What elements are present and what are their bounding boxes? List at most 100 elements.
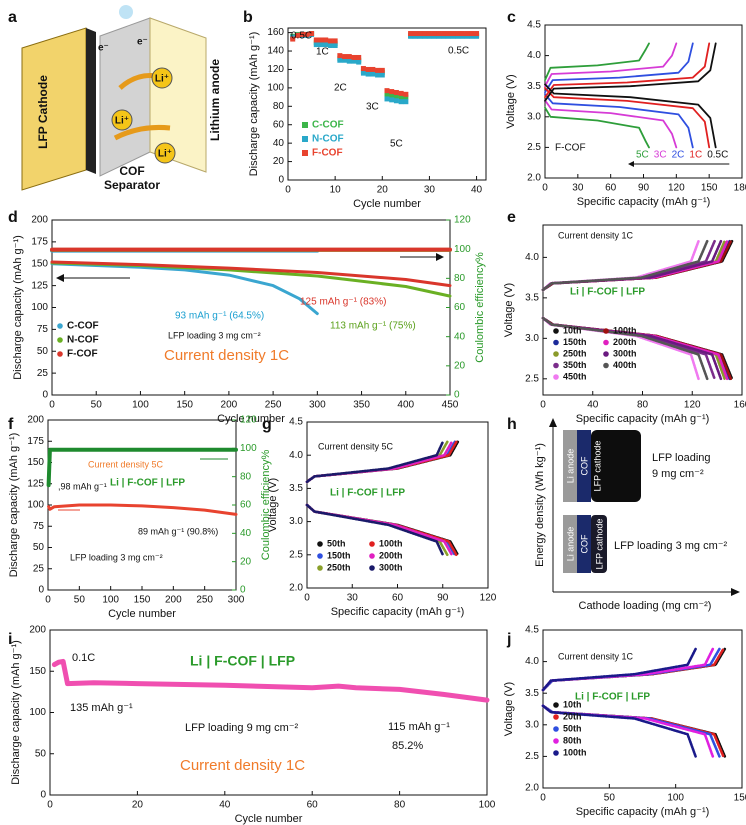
- legend-marker: [369, 553, 375, 559]
- y-tick-label: 200: [29, 625, 46, 636]
- legend-label: C-COF: [312, 120, 344, 131]
- annotation: Current density 5C: [88, 459, 164, 469]
- x-tick-label: 150: [134, 595, 151, 606]
- y-axis-label: Discharge capacity (mAh g⁻¹): [12, 235, 24, 380]
- point: [464, 31, 470, 37]
- point: [304, 31, 310, 37]
- x-tick-label: 0: [540, 400, 546, 411]
- x-tick-label: 150: [734, 793, 746, 804]
- y-tick-label: 4.5: [525, 625, 539, 636]
- y-tick-label: 3.0: [289, 516, 303, 527]
- legend-label: 100th: [563, 747, 587, 757]
- light-bulb: [119, 5, 133, 19]
- x-tick-label: 100: [102, 595, 119, 606]
- point: [408, 33, 414, 39]
- ion-label: Li⁺: [115, 116, 129, 127]
- point: [384, 91, 390, 97]
- point: [469, 33, 475, 39]
- point: [426, 31, 432, 37]
- charge-curve: [544, 42, 678, 88]
- legend-label: 250th: [327, 562, 351, 572]
- discharge-curve: [544, 93, 694, 149]
- x-tick-label: 100: [667, 793, 684, 804]
- point: [299, 31, 305, 37]
- x-tick-label: 0: [540, 793, 546, 804]
- annotation: Li | F-COF | LFP: [110, 478, 185, 489]
- point: [379, 72, 385, 78]
- y2-tick-label: 20: [454, 360, 466, 371]
- panel-letter: c: [507, 9, 516, 26]
- y-tick-label: 150: [29, 666, 46, 677]
- discharge-curve: [544, 99, 678, 149]
- legend-marker: [369, 565, 375, 571]
- x-tick-label: 0: [542, 183, 548, 194]
- y-tick-label: 3.0: [525, 719, 539, 730]
- layer-label: COF: [579, 456, 589, 476]
- layer: [563, 515, 577, 573]
- point: [384, 96, 390, 102]
- ion-label: Li⁺: [155, 74, 169, 85]
- point: [337, 57, 343, 63]
- legend-label: N-COF: [67, 335, 99, 346]
- y2-tick-label: 60: [240, 500, 252, 511]
- point: [370, 71, 376, 77]
- legend-marker: [553, 374, 559, 380]
- layer-label: Li anode: [565, 527, 575, 562]
- point: [356, 54, 362, 60]
- point: [327, 38, 333, 44]
- discharge-curve: [544, 87, 711, 149]
- point: [403, 91, 409, 97]
- point: [403, 99, 409, 105]
- annotation: LFP loading 9 mg cm⁻²: [185, 722, 299, 734]
- axis-arrow: [731, 588, 740, 596]
- capacity-line: [51, 658, 490, 703]
- x-tick-label: 20: [377, 185, 389, 196]
- point: [323, 42, 329, 48]
- point: [323, 37, 329, 43]
- y-tick-label: 150: [27, 457, 44, 468]
- legend-label: 10th: [563, 699, 582, 709]
- point: [436, 31, 442, 37]
- legend-marker: [603, 362, 609, 369]
- point: [450, 33, 456, 39]
- discharge-curve: [541, 704, 697, 758]
- charge-curve: [541, 239, 709, 292]
- cell-label: LFP loading 3 mg cm⁻²: [614, 540, 728, 552]
- layer-label: LFP cathode: [592, 441, 602, 492]
- annotation: ,98 mAh g⁻¹: [58, 481, 107, 491]
- y-axis-label: Voltage (V): [505, 74, 517, 128]
- point: [384, 88, 390, 94]
- point: [375, 72, 381, 78]
- legend-label: 300th: [379, 562, 403, 572]
- panel-letter: i: [8, 631, 12, 648]
- plot-frame: [542, 629, 743, 789]
- y-tick-label: 200: [31, 215, 48, 226]
- point: [431, 33, 437, 39]
- layer-label: Li anode: [565, 449, 575, 484]
- y2-tick-label: 120: [240, 415, 257, 426]
- x-axis-label: Cycle number: [108, 608, 176, 620]
- x-axis-label: Cycle number: [353, 198, 421, 210]
- panel-letter: b: [243, 9, 253, 26]
- legend-marker: [553, 328, 559, 334]
- axis-arrow: [549, 418, 557, 427]
- legend-label: F-COF: [67, 349, 98, 360]
- annotation: 115 mAh g⁻¹: [388, 721, 450, 733]
- legend-marker: [302, 122, 308, 128]
- x-tick-label: 150: [701, 183, 718, 194]
- electron-label: e⁻: [98, 43, 109, 54]
- point: [365, 71, 371, 77]
- y-tick-label: 4.0: [527, 50, 541, 61]
- point: [346, 58, 352, 64]
- legend-marker: [369, 541, 375, 547]
- legend-label: 3C: [654, 150, 667, 161]
- y-tick-label: 2.0: [527, 173, 541, 184]
- point: [370, 66, 376, 72]
- point: [375, 67, 381, 73]
- y-tick-label: 0: [278, 175, 284, 186]
- y2-tick-label: 0: [240, 585, 246, 596]
- point: [398, 94, 404, 100]
- separator-label: Separator: [104, 178, 160, 192]
- y-tick-label: 175: [31, 237, 48, 248]
- annotation: Current density 1C: [180, 757, 305, 774]
